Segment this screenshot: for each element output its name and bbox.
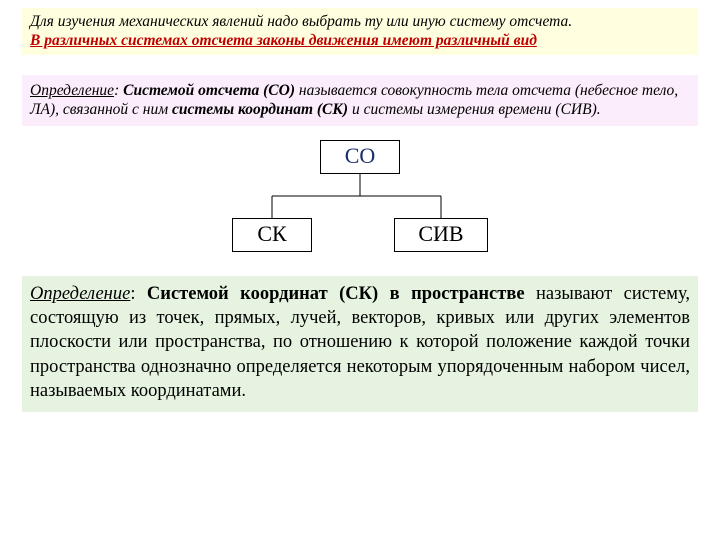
def1-bold1: Системой отсчета (СО) — [123, 82, 295, 99]
node-siv: СИВ — [394, 218, 488, 252]
intro-line2: В различных системах отсчета законы движ… — [30, 32, 537, 49]
hierarchy-diagram: СО СК СИВ — [22, 140, 698, 260]
intro-callout: Для изучения механических явлений надо в… — [22, 8, 698, 55]
definition-sk: Определение: Системой координат (СК) в п… — [22, 276, 698, 412]
def1-t2: и системы измерения времени (СИВ). — [348, 101, 601, 118]
def2-colon: : — [130, 284, 135, 304]
definition-so: Определение: Системой отсчета (СО) назыв… — [22, 75, 698, 126]
node-so: СО — [320, 140, 400, 174]
def1-bold2: системы координат (СК) — [172, 101, 348, 118]
def2-bold1: Системой координат (СК) в пространстве — [147, 284, 525, 304]
slide: Для изучения механических явлений надо в… — [0, 0, 720, 540]
def1-colon: : — [114, 82, 119, 99]
intro-line1: Для изучения механических явлений надо в… — [30, 13, 572, 30]
node-sk: СК — [232, 218, 312, 252]
def1-word: Определение — [30, 82, 114, 99]
def2-word: Определение — [30, 284, 130, 304]
